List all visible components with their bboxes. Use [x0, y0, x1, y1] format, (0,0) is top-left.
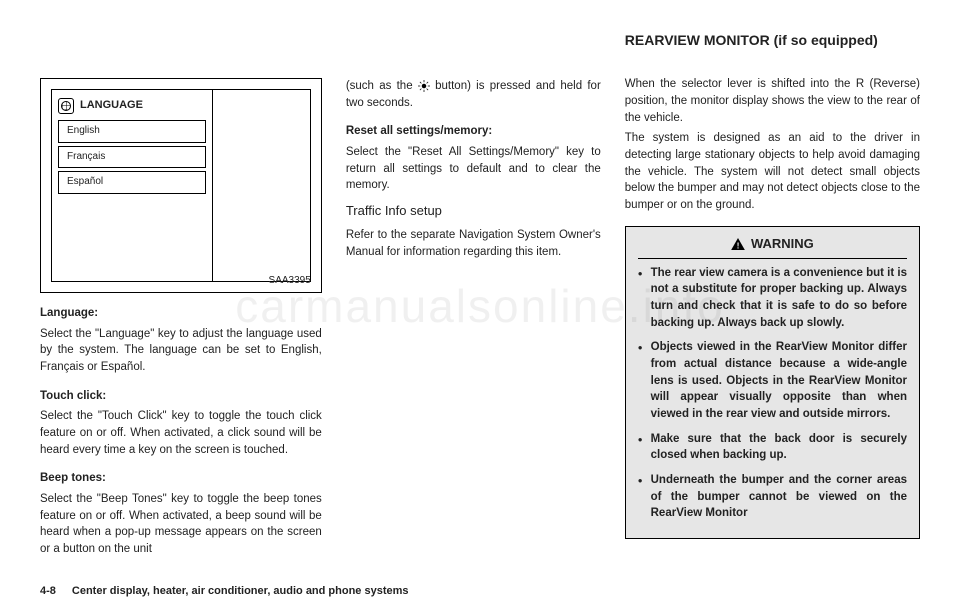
figure-id: SAA3395: [269, 274, 311, 289]
screen-inner: LANGUAGE English Français Español: [51, 89, 311, 282]
para-bright-button: (such as the button) is pressed and held…: [346, 78, 601, 111]
warning-text: Make sure that the back door is securely…: [651, 431, 907, 464]
screen-left-panel: LANGUAGE English Français Español: [52, 90, 212, 281]
heading-touch-click: Touch click:: [40, 388, 322, 405]
chapter-title: Center display, heater, air conditioner,…: [72, 585, 409, 597]
lang-option: Español: [58, 171, 206, 194]
warning-title-row: ! WARNING: [638, 235, 907, 259]
page-number: 4-8: [40, 585, 56, 597]
para-touch-click: Select the "Touch Click" key to toggle t…: [40, 408, 322, 458]
warning-item: Objects viewed in the RearView Monitor d…: [638, 339, 907, 422]
language-screen-figure: LANGUAGE English Français Español SAA339…: [40, 78, 322, 293]
warning-text: Objects viewed in the RearView Monitor d…: [651, 339, 907, 422]
lang-option: English: [58, 120, 206, 143]
warning-box: ! WARNING The rear view camera is a conv…: [625, 226, 920, 539]
col2-top-spacer: [346, 30, 601, 78]
heading-reset: Reset all settings/memory:: [346, 123, 601, 140]
column-3: REARVIEW MONITOR (if so equipped) When t…: [625, 30, 920, 562]
heading-language: Language:: [40, 305, 322, 322]
para-rearview-1: When the selector lever is shifted into …: [625, 76, 920, 126]
manual-page: LANGUAGE English Français Español SAA339…: [0, 0, 960, 582]
warning-triangle-icon: !: [731, 238, 745, 250]
screen-title-row: LANGUAGE: [58, 98, 206, 114]
para-fragment: (such as the: [346, 80, 418, 92]
para-language: Select the "Language" key to adjust the …: [40, 326, 322, 376]
warning-list: The rear view camera is a convenience bu…: [638, 265, 907, 522]
section-rearview-title: REARVIEW MONITOR (if so equipped): [625, 30, 920, 50]
para-rearview-2: The system is designed as an aid to the …: [625, 130, 920, 213]
svg-text:!: !: [737, 240, 740, 250]
column-1: LANGUAGE English Français Español SAA339…: [40, 30, 322, 562]
brightness-icon: [418, 80, 430, 92]
warning-title-text: WARNING: [751, 235, 814, 254]
lang-option: Français: [58, 146, 206, 169]
warning-text: The rear view camera is a convenience bu…: [651, 265, 907, 332]
column-2: (such as the button) is pressed and held…: [346, 30, 601, 562]
col3-title-spacer: [625, 50, 920, 76]
page-footer: 4-8 Center display, heater, air conditio…: [40, 585, 920, 597]
para-traffic-info: Refer to the separate Navigation System …: [346, 227, 601, 260]
warning-item: Underneath the bumper and the corner are…: [638, 472, 907, 522]
warning-item: The rear view camera is a convenience bu…: [638, 265, 907, 332]
para-beep-tones: Select the "Beep Tones" key to toggle th…: [40, 491, 322, 558]
para-reset: Select the "Reset All Settings/Memory" k…: [346, 144, 601, 194]
heading-beep-tones: Beep tones:: [40, 470, 322, 487]
screen-title-text: LANGUAGE: [80, 98, 143, 114]
subsection-traffic-info: Traffic Info setup: [346, 202, 601, 221]
warning-item: Make sure that the back door is securely…: [638, 431, 907, 464]
screen-right-panel: [212, 90, 310, 281]
globe-icon: [58, 98, 74, 114]
warning-text: Underneath the bumper and the corner are…: [651, 472, 907, 522]
